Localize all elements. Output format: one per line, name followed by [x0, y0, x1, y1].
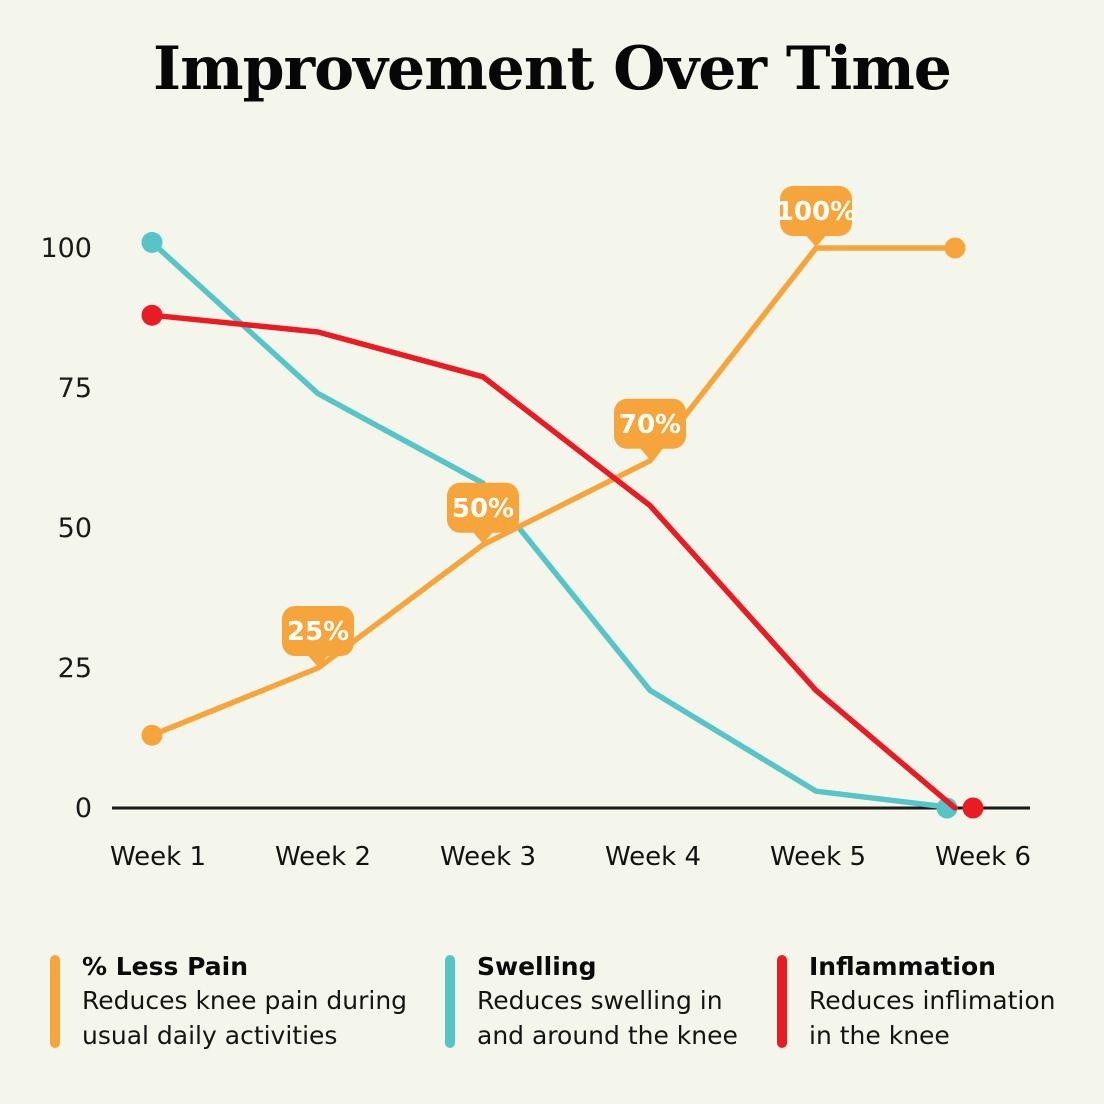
series-line-less-pain — [149, 245, 958, 738]
x-axis-week-label: Week 1 — [110, 842, 206, 872]
x-axis-week-label: Week 6 — [935, 842, 1031, 872]
legend-title: Inflammation — [809, 952, 996, 981]
legend-title: % Less Pain — [82, 952, 248, 981]
legend-item-swelling: Swelling Reduces swelling in and around … — [445, 950, 738, 1053]
legend-text-block: Swelling Reduces swelling in and around … — [477, 950, 738, 1053]
x-axis-week-label: Week 5 — [770, 842, 866, 872]
data-label-text: 25% — [287, 617, 349, 647]
legend-color-bar-pain — [50, 955, 60, 1048]
legend-description: Reduces inflimation in the knee — [809, 986, 1056, 1050]
series-line-inflammation — [149, 312, 958, 811]
legend-text-block: % Less Pain Reduces knee pain during usu… — [82, 950, 407, 1053]
legend-item-inflammation: Inflammation Reduces inflimation in the … — [777, 950, 1055, 1053]
data-label-text: 100% — [776, 197, 856, 227]
legend-item-less-pain: % Less Pain Reduces knee pain during usu… — [50, 950, 407, 1053]
data-label-text: 70% — [619, 410, 681, 440]
legend-text-block: Inflammation Reduces inflimation in the … — [809, 950, 1055, 1053]
x-axis-week-label: Week 3 — [440, 842, 536, 872]
data-label-bubble — [447, 482, 519, 533]
y-axis-tick-label: 100 — [40, 233, 92, 264]
legend-description: Reduces swelling in and around the knee — [477, 986, 738, 1050]
legend-color-bar-swelling — [445, 955, 455, 1048]
data-label-bubble — [780, 186, 852, 236]
x-axis-week-label: Week 4 — [605, 842, 701, 872]
legend: % Less Pain Reduces knee pain during usu… — [0, 950, 1104, 1070]
data-point-dot — [141, 724, 163, 746]
legend-color-bar-inflammation — [777, 955, 787, 1048]
series-line-swelling — [149, 239, 958, 811]
data-point-dot — [141, 304, 163, 326]
data-point-dot — [141, 231, 163, 253]
data-label-bubble — [282, 606, 354, 656]
data-label-text: 50% — [452, 494, 514, 524]
data-point-dot — [962, 797, 984, 819]
y-axis-tick-label: 50 — [58, 513, 92, 544]
improvement-line-chart: 0 25 50 75 100 Week 1 Week 2 Week 3 Week 4 Week 5… — [40, 186, 1031, 872]
chart-title: Improvement Over Time — [153, 34, 952, 104]
y-axis-tick-label: 0 — [75, 793, 92, 824]
legend-description: Reduces knee pain during usual daily act… — [82, 986, 408, 1050]
legend-title: Swelling — [477, 952, 597, 981]
x-axis-week-label: Week 2 — [275, 842, 371, 872]
data-label-bubble — [614, 398, 686, 449]
data-point-dot — [944, 237, 966, 259]
y-axis-tick-label: 75 — [58, 373, 92, 404]
y-axis-tick-label: 25 — [58, 653, 92, 684]
